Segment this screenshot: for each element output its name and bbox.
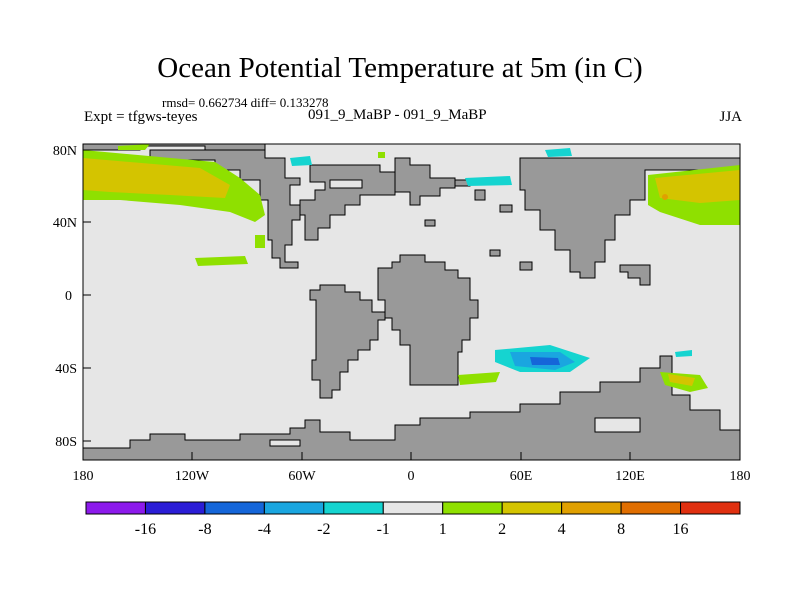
map-ticks: [82, 149, 741, 460]
anomaly-nw-pacific-yellow: [83, 158, 230, 198]
anomaly-ne-orange: [662, 194, 668, 200]
colorbar-swatch: [323, 501, 384, 515]
lon-tick-label: 180: [730, 469, 751, 484]
colorbar-swatch: [144, 501, 206, 515]
colorbar-label: -4: [258, 521, 271, 538]
cases-label: 091_9_MaBP - 091_9_MaBP: [308, 107, 487, 123]
land-antarctic-lake: [594, 417, 641, 433]
lon-tick-label: 60W: [288, 469, 316, 484]
land-scatter-e: [489, 249, 501, 257]
land-north-central: [394, 157, 456, 206]
lat-tick-label: 80N: [53, 144, 77, 159]
land-south-america: [309, 284, 386, 399]
anomaly-yellow-south: [668, 374, 695, 386]
land-scatter-a: [454, 179, 471, 187]
land-antarctica: [82, 355, 741, 461]
anomaly-small-green-b: [118, 144, 150, 150]
land-asia-bit: [519, 261, 533, 271]
colorbar-label: 1: [439, 521, 447, 538]
colorbar-swatch: [442, 501, 503, 515]
lat-tick-label: 0: [65, 289, 72, 304]
lon-tick-labels: 180 120W 60W 0 60E 120E 180: [73, 469, 751, 484]
lon-tick-label: 60E: [510, 469, 533, 484]
colorbar-labels: -16 -8 -4 -2 -1 1 2 4 8 16: [135, 521, 689, 538]
land-scatter-c: [424, 219, 436, 227]
colorbar-swatch: [204, 501, 265, 515]
colorbar-label: 4: [558, 521, 566, 538]
anomaly-blue-south: [530, 357, 560, 365]
land-asia: [519, 157, 741, 279]
stats-label: rmsd= 0.662734 diff= 0.133278: [162, 95, 329, 110]
land-arctic-small: [329, 179, 363, 189]
colorbar-label: -2: [317, 521, 330, 538]
lat-tick-label: 40S: [55, 362, 77, 377]
colorbar-label: -8: [198, 521, 211, 538]
colorbar-swatch: [85, 501, 146, 515]
colorbar-label: 2: [498, 521, 506, 538]
map-title: Ocean Potential Temperature at 5m (in C): [157, 52, 643, 84]
lon-tick-label: 0: [408, 469, 415, 484]
anomaly-green-arctic: [378, 152, 385, 158]
colorbar-label: 8: [617, 521, 625, 538]
anomaly-patches: [83, 144, 740, 392]
season-label: JJA: [719, 109, 742, 125]
colorbar-swatch: [620, 501, 682, 515]
land-antarctic-inlet: [269, 439, 301, 447]
lon-tick-label: 120W: [175, 469, 210, 484]
experiment-label: Expt = tfgws-teyes: [84, 109, 198, 125]
anomaly-green-south-b: [458, 372, 500, 385]
colorbar-label: -1: [377, 521, 390, 538]
land-scatter-d: [499, 204, 513, 213]
lat-tick-labels: 80N 40N 0 40S 80S: [53, 144, 77, 450]
colorbar-swatch: [680, 501, 741, 515]
lat-tick-label: 80S: [55, 435, 77, 450]
lon-tick-label: 120E: [615, 469, 645, 484]
colorbar-swatch: [501, 501, 563, 515]
land-africa: [377, 254, 479, 386]
colorbar: [85, 501, 741, 515]
lat-tick-label: 40N: [53, 216, 77, 231]
colorbar-label: -16: [135, 521, 156, 538]
land-east-asia: [619, 264, 651, 286]
anomaly-cyan-c: [465, 176, 512, 186]
anomaly-cyan-a: [290, 156, 312, 166]
colorbar-swatch: [263, 501, 325, 515]
anomaly-cyan-south-b: [675, 350, 692, 357]
colorbar-label: 16: [673, 521, 689, 538]
lon-tick-label: 180: [73, 469, 94, 484]
anomaly-cyan-b: [545, 148, 572, 157]
colorbar-swatch: [561, 501, 622, 515]
colorbar-swatch: [382, 501, 444, 515]
anomaly-small-green-a: [195, 256, 248, 266]
anomaly-ne-yellow: [655, 170, 740, 203]
land-scatter-b: [474, 189, 486, 201]
anomaly-small-green-c: [255, 235, 265, 248]
